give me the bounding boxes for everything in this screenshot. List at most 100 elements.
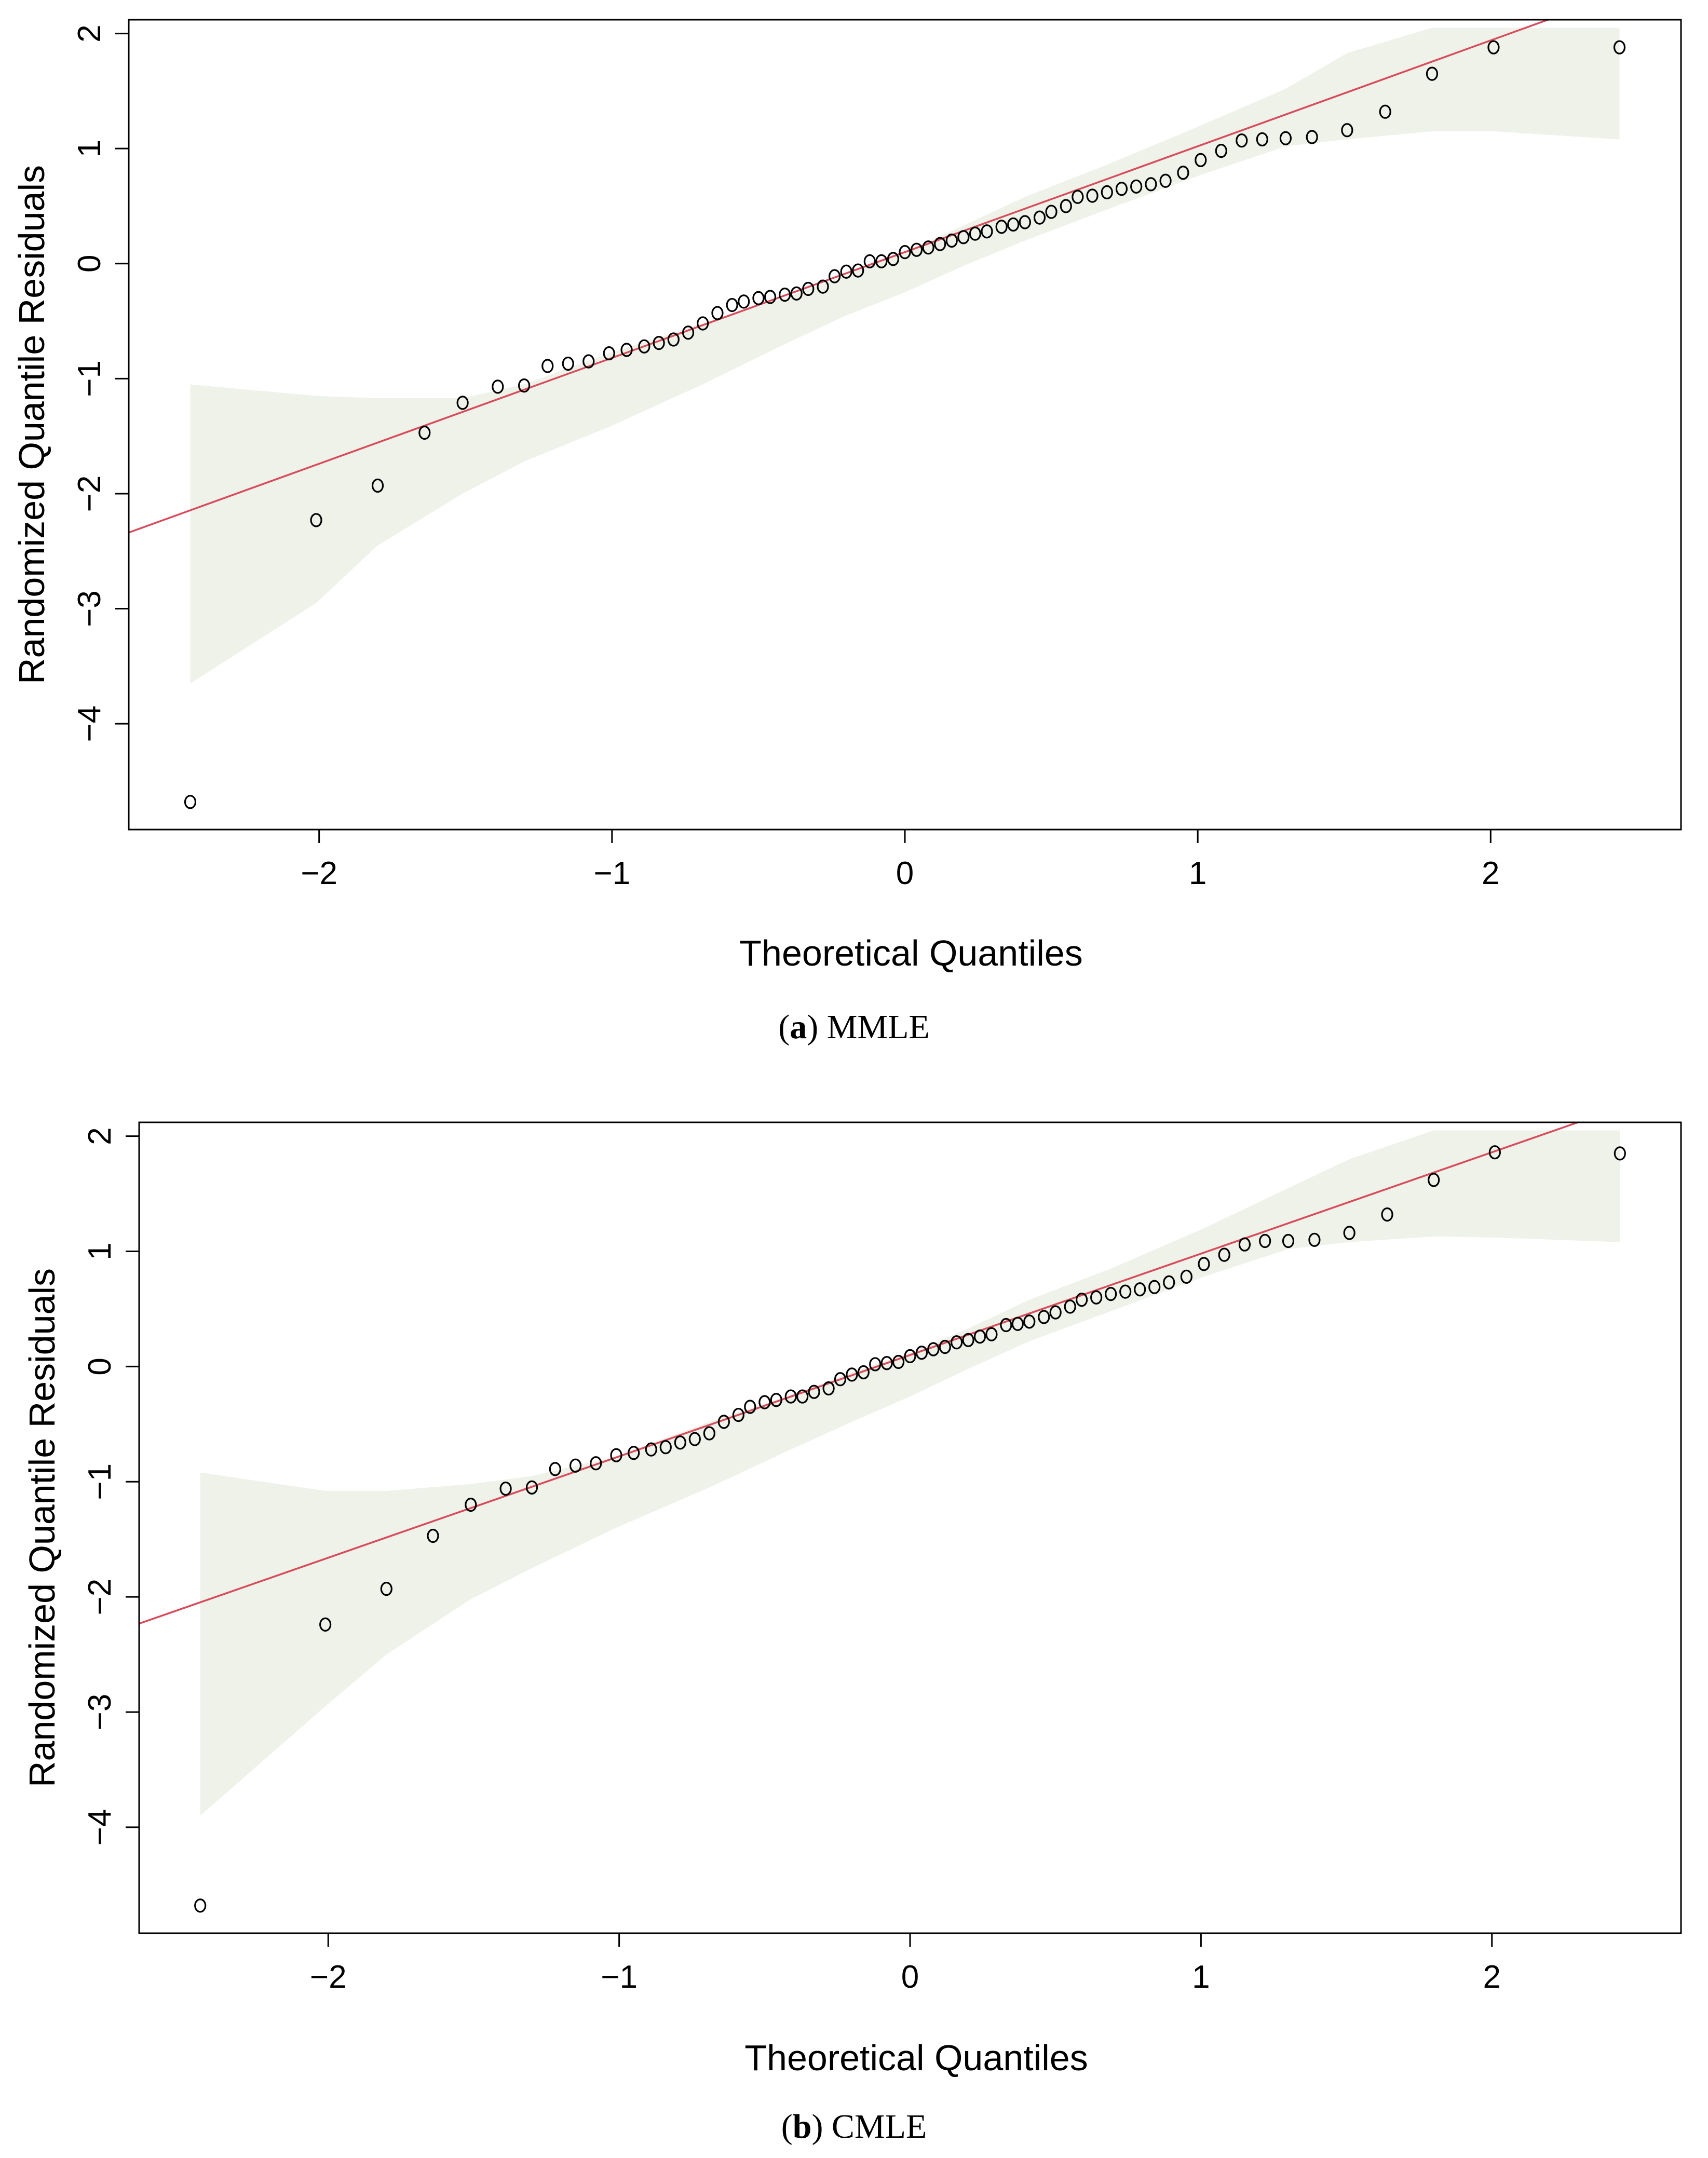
panel-a-data-point <box>1215 144 1227 158</box>
panel-a-data-point <box>1613 40 1626 55</box>
panel-b-data-point <box>590 1456 602 1471</box>
panel-b-y-tick-label: −2 <box>82 1579 118 1616</box>
panel-b-data-point <box>784 1389 797 1404</box>
panel-a-data-point <box>1145 177 1157 192</box>
panel-b-data-point <box>194 1898 207 1913</box>
panel-a-y-tick-label: −1 <box>72 360 107 397</box>
panel-b-points-layer <box>194 1145 1626 1913</box>
panel-b-data-point <box>1381 1207 1393 1222</box>
panel-a-caption-text: MMLE <box>827 1008 930 1046</box>
panel-a-data-point <box>1195 153 1207 167</box>
panel-b-data-point <box>822 1381 835 1396</box>
panel-a-x-tick-label: 0 <box>896 856 914 891</box>
panel-b-data-point <box>1343 1226 1355 1240</box>
panel-a-data-point <box>1341 123 1353 138</box>
panel-a-data-point <box>711 306 724 320</box>
panel-a-data-point <box>682 325 695 340</box>
panel-a-data-point <box>1177 166 1189 180</box>
panel-b-data-point <box>770 1393 782 1407</box>
panel-a-envelope-layer <box>190 28 1620 684</box>
panel-b-data-point <box>549 1462 561 1476</box>
panel-a-x-tick-label: 2 <box>1482 856 1499 891</box>
panel-a-data-point <box>541 359 554 373</box>
panel-a-data-point <box>456 396 469 410</box>
panel-a-data-point <box>840 264 852 279</box>
panel-b-data-point <box>674 1435 686 1450</box>
panel-b-y-tick-label: −3 <box>82 1694 118 1731</box>
panel-a-data-point <box>863 254 876 268</box>
panel-a-data-point <box>829 269 841 283</box>
panel-b-data-point <box>1064 1299 1076 1314</box>
panel-b-data-point <box>569 1458 582 1473</box>
panel-b-data-point <box>628 1446 640 1460</box>
panel-a-data-point <box>957 230 970 245</box>
panel-b-data-point <box>732 1407 744 1422</box>
panel-a-data-point <box>418 425 431 440</box>
panel-a-data-point <box>1086 188 1099 203</box>
panel-a-data-point <box>1072 189 1084 204</box>
panel-b-data-point <box>892 1354 905 1369</box>
panel-a-data-point <box>922 240 934 255</box>
panel-a-data-point <box>1130 179 1143 194</box>
panel-b-data-point <box>1023 1314 1036 1329</box>
panel-a-data-point <box>603 346 615 361</box>
panel-a-data-point <box>910 242 923 257</box>
panel-b-data-point <box>939 1340 951 1354</box>
panel-a-x-axis-title: Theoretical Quantiles <box>739 933 1082 973</box>
panel-b-x-tick-label: 2 <box>1483 1959 1501 1995</box>
panel-b-data-point <box>857 1365 870 1380</box>
panel-b-data-point <box>973 1329 986 1344</box>
panel-a-data-point <box>1115 182 1128 196</box>
panel-b-data-point <box>744 1400 756 1414</box>
panel-a-data-point <box>1060 199 1072 213</box>
panel-a-data-point <box>492 379 504 394</box>
panel-a-confidence-envelope <box>190 28 1620 684</box>
panel-b-data-point <box>869 1357 882 1372</box>
panel-b-data-point <box>610 1448 622 1462</box>
panel-b-data-point <box>962 1333 974 1347</box>
panel-b-data-point <box>904 1349 916 1364</box>
panel-a-data-point <box>899 245 911 260</box>
panel-a-data-point <box>1101 185 1113 199</box>
panel-a-data-point <box>1045 205 1058 219</box>
panel-b-data-point <box>985 1327 998 1341</box>
panel-b-data-point <box>427 1528 439 1543</box>
panel-a-data-point <box>562 356 574 371</box>
panel-b-x-tick-label: −2 <box>310 1959 347 1995</box>
panel-b-data-point <box>1011 1316 1024 1331</box>
panel-b-data-point <box>1238 1237 1251 1252</box>
panel-b-data-point <box>1134 1282 1146 1297</box>
panel-b-data-point <box>380 1581 392 1596</box>
panel-a-data-point <box>852 263 864 278</box>
panel-b-confidence-envelope <box>200 1130 1620 1816</box>
panel-a-x-tick-label: −1 <box>593 856 630 891</box>
panel-b-data-point <box>1049 1305 1062 1320</box>
panel-b-data-point <box>1218 1247 1230 1262</box>
panel-b-x-axis: −2 −1 0 1 2 <box>310 1933 1501 1995</box>
panel-a-data-point <box>752 291 765 305</box>
panel-b-data-point <box>1000 1318 1012 1333</box>
panel-b-y-tick-label: −4 <box>82 1809 118 1846</box>
panel-a-data-point <box>945 233 958 248</box>
panel-a-data-point <box>1033 210 1046 225</box>
panel-b-data-point <box>465 1498 477 1512</box>
panel-b-data-point <box>1488 1145 1501 1160</box>
panel-a-y-tick-label: −2 <box>72 476 107 512</box>
panel-a-data-point <box>817 279 829 294</box>
panel-b-data-point <box>834 1372 847 1387</box>
panel-b-data-point <box>927 1342 940 1356</box>
panel-a-caption-letter: a <box>790 1008 807 1046</box>
panel-a-reference-layer <box>129 20 1551 534</box>
panel-b-data-point <box>1148 1280 1161 1294</box>
panel-a-data-point <box>653 336 665 350</box>
panel-b-data-point <box>688 1432 701 1446</box>
panel-b-caption: (b) CMLE <box>781 2108 927 2146</box>
panel-a-y-tick-label: 1 <box>72 140 107 157</box>
panel-b-y-tick-label: 1 <box>82 1242 118 1260</box>
panel-a-y-tick-label: −4 <box>72 705 107 742</box>
panel-b-data-point <box>1163 1275 1175 1290</box>
panel-a-data-point <box>887 252 900 266</box>
panel-b-data-point <box>1076 1293 1088 1307</box>
panel-a-y-axis-title: Randomized Quantile Residuals <box>11 165 52 684</box>
